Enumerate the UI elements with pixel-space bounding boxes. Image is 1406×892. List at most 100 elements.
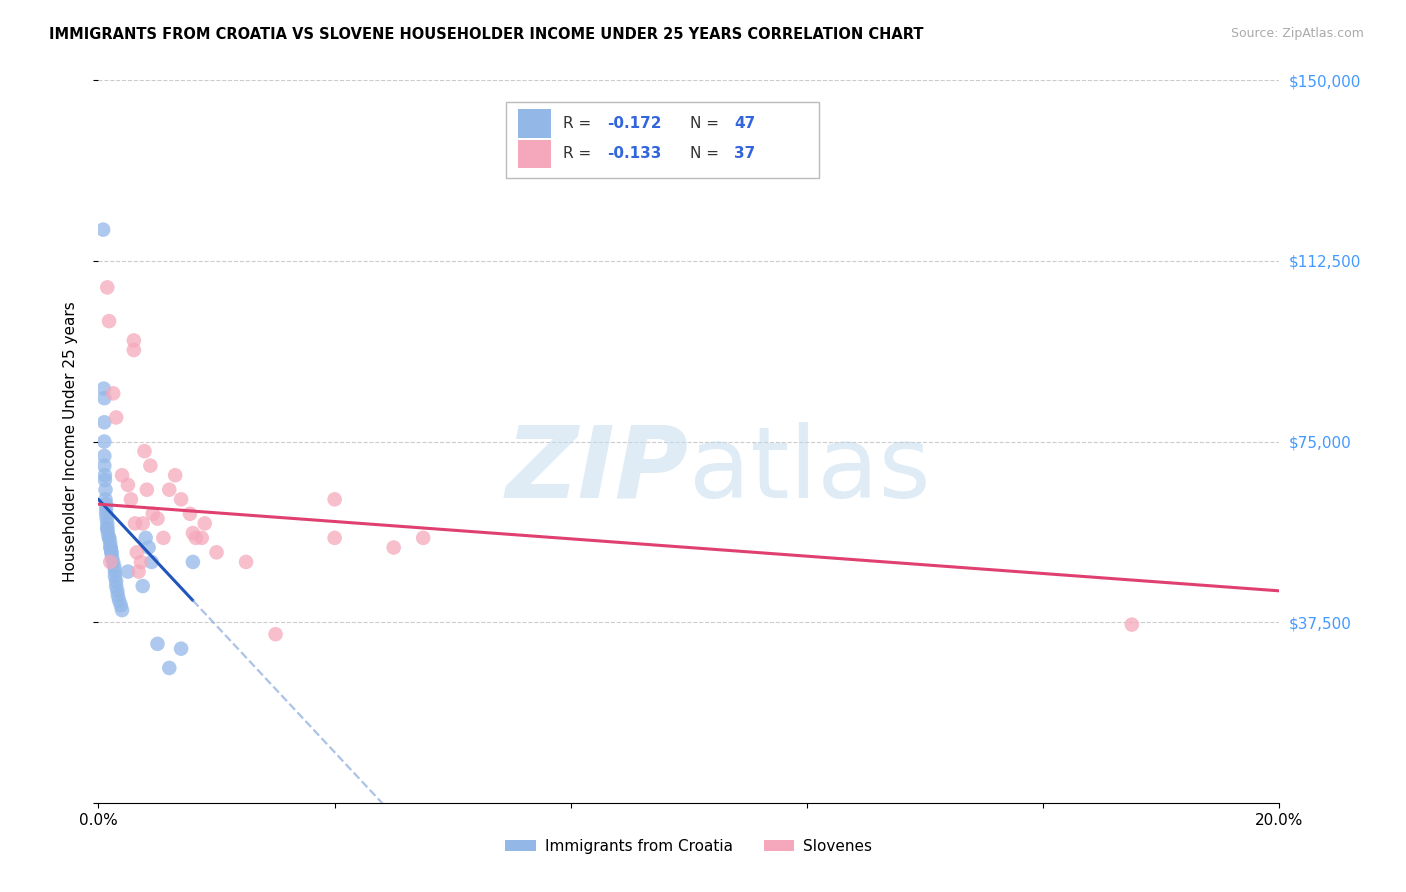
Point xyxy=(94,473,117,487)
Text: N =: N = xyxy=(690,146,724,161)
Point xyxy=(93,434,115,449)
Point xyxy=(194,516,217,531)
Point xyxy=(124,516,146,531)
Point xyxy=(129,555,152,569)
Bar xyxy=(517,109,551,138)
Point xyxy=(93,415,115,429)
Point xyxy=(323,531,346,545)
Point xyxy=(135,483,157,497)
Point xyxy=(104,569,127,583)
Point xyxy=(108,593,131,607)
Point xyxy=(128,565,150,579)
Point xyxy=(412,531,434,545)
Point xyxy=(96,280,118,294)
Point xyxy=(181,526,204,541)
Point xyxy=(264,627,287,641)
Point xyxy=(98,531,121,545)
Point xyxy=(104,565,127,579)
Point xyxy=(94,483,117,497)
Text: atlas: atlas xyxy=(689,422,931,519)
Point xyxy=(122,343,145,357)
Point xyxy=(165,468,187,483)
Point xyxy=(138,541,160,555)
Point xyxy=(100,545,122,559)
Text: -0.172: -0.172 xyxy=(607,116,662,131)
Point xyxy=(93,449,115,463)
Point xyxy=(135,531,157,545)
Y-axis label: Householder Income Under 25 years: Householder Income Under 25 years xyxy=(63,301,77,582)
Point xyxy=(157,661,180,675)
Point xyxy=(93,458,115,473)
Point xyxy=(117,478,139,492)
Point xyxy=(122,334,145,348)
Point xyxy=(105,410,128,425)
Point xyxy=(179,507,201,521)
Text: 37: 37 xyxy=(734,146,755,161)
Point xyxy=(110,599,132,613)
Point xyxy=(98,531,121,545)
Point xyxy=(105,579,128,593)
Point xyxy=(98,555,121,569)
Point xyxy=(103,555,125,569)
Point xyxy=(96,511,118,525)
Point xyxy=(103,386,125,401)
Point xyxy=(125,545,148,559)
Point xyxy=(117,565,139,579)
Point xyxy=(1121,617,1143,632)
Point xyxy=(98,314,121,328)
Text: N =: N = xyxy=(690,116,724,131)
Point xyxy=(94,468,117,483)
Point xyxy=(235,555,257,569)
Legend: Immigrants from Croatia, Slovenes: Immigrants from Croatia, Slovenes xyxy=(499,833,879,860)
Point xyxy=(96,521,118,535)
Point xyxy=(157,483,180,497)
Point xyxy=(132,579,155,593)
Point xyxy=(94,492,117,507)
Point xyxy=(105,583,128,598)
Point xyxy=(93,382,115,396)
Text: R =: R = xyxy=(562,146,596,161)
Bar xyxy=(517,139,551,169)
Point xyxy=(146,511,169,525)
Point xyxy=(97,526,120,541)
Point xyxy=(101,550,124,565)
Point xyxy=(323,492,346,507)
Point xyxy=(96,516,118,531)
Text: R =: R = xyxy=(562,116,596,131)
Text: IMMIGRANTS FROM CROATIA VS SLOVENE HOUSEHOLDER INCOME UNDER 25 YEARS CORRELATION: IMMIGRANTS FROM CROATIA VS SLOVENE HOUSE… xyxy=(49,27,924,42)
Point xyxy=(111,468,134,483)
Point xyxy=(103,559,125,574)
Point xyxy=(132,516,155,531)
Text: 47: 47 xyxy=(734,116,755,131)
Point xyxy=(93,391,115,405)
Point xyxy=(100,541,122,555)
Point xyxy=(107,589,129,603)
Point xyxy=(94,497,117,511)
Point xyxy=(98,541,121,555)
Point xyxy=(152,531,174,545)
Point xyxy=(170,641,193,656)
Point xyxy=(139,458,162,473)
Point xyxy=(94,502,117,516)
Point xyxy=(205,545,228,559)
Point xyxy=(382,541,405,555)
Point xyxy=(170,492,193,507)
Point xyxy=(91,222,114,236)
Point xyxy=(105,574,128,589)
Point xyxy=(191,531,214,545)
Point xyxy=(120,492,142,507)
Point xyxy=(98,535,121,549)
Point xyxy=(184,531,207,545)
Point xyxy=(142,507,165,521)
Point xyxy=(94,507,117,521)
Text: ZIP: ZIP xyxy=(506,422,689,519)
Point xyxy=(146,637,169,651)
Point xyxy=(96,521,118,535)
Text: -0.133: -0.133 xyxy=(607,146,662,161)
Bar xyxy=(506,102,818,178)
Point xyxy=(134,444,156,458)
Point xyxy=(100,545,122,559)
Point xyxy=(181,555,204,569)
Point xyxy=(111,603,134,617)
Point xyxy=(141,555,163,569)
